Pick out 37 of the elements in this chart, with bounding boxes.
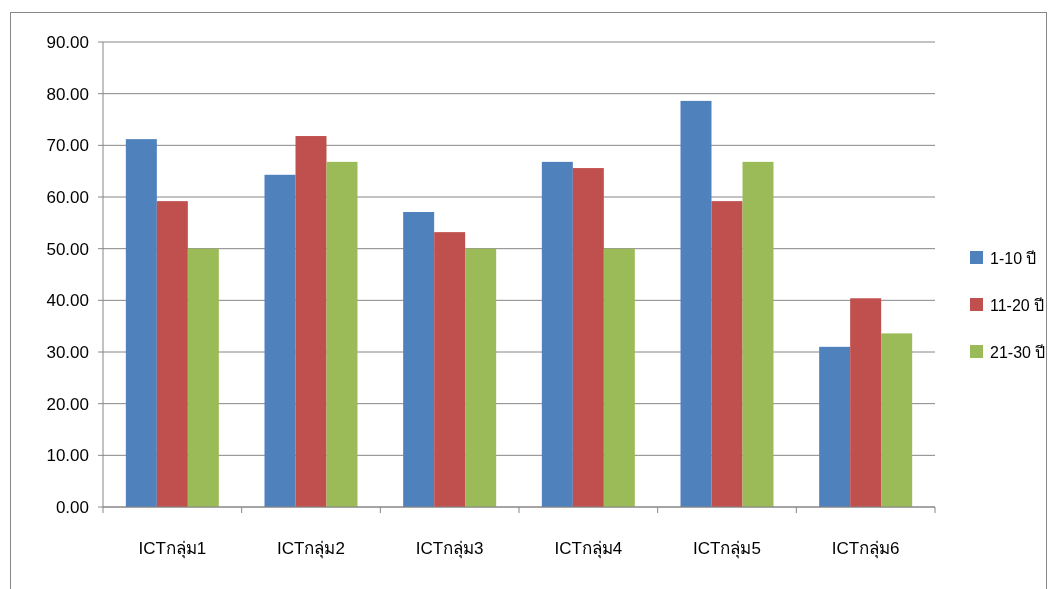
x-tick-label: ICTกลุ่ม6 <box>831 539 900 559</box>
y-tick-label: 60.00 <box>46 188 89 207</box>
bar <box>680 100 712 507</box>
bar <box>465 248 497 507</box>
y-tick-label: 80.00 <box>46 84 89 104</box>
bar <box>156 201 188 507</box>
bar <box>403 211 435 507</box>
y-tick-label: 40.00 <box>46 291 89 311</box>
bar <box>326 161 358 507</box>
y-tick-label: 30.00 <box>46 343 89 362</box>
bar <box>434 232 466 507</box>
x-tick-label: ICTกลุ่ม3 <box>415 539 484 559</box>
y-tick-label: 70.00 <box>46 136 89 156</box>
bar <box>572 168 604 507</box>
x-tick-label: ICTกลุ่ม4 <box>554 539 623 559</box>
legend-label: 11-20 ปี <box>990 297 1045 314</box>
y-tick-label: 50.00 <box>46 239 89 259</box>
bar <box>850 298 882 507</box>
bar <box>125 139 157 507</box>
y-tick-label: 20.00 <box>46 394 89 414</box>
y-tick-label: 10.00 <box>46 446 89 466</box>
bar <box>603 248 635 507</box>
bar <box>541 161 573 507</box>
legend-label: 1-10 ปี <box>990 250 1037 267</box>
x-tick-label: ICTกลุ่ม5 <box>693 539 761 559</box>
x-tick-label: ICTกลุ่ม1 <box>138 539 207 559</box>
bar <box>187 248 219 507</box>
y-tick-label: 0.00 <box>55 498 89 517</box>
bar <box>264 174 296 507</box>
bar <box>881 333 913 507</box>
legend-label: 21-30 ปี <box>990 344 1046 361</box>
y-tick-label: 90.00 <box>46 33 89 52</box>
bar <box>742 161 774 507</box>
bar <box>711 201 743 507</box>
bar <box>295 136 327 507</box>
x-tick-label: ICTกลุ่ม2 <box>277 539 345 559</box>
bar <box>819 346 851 507</box>
